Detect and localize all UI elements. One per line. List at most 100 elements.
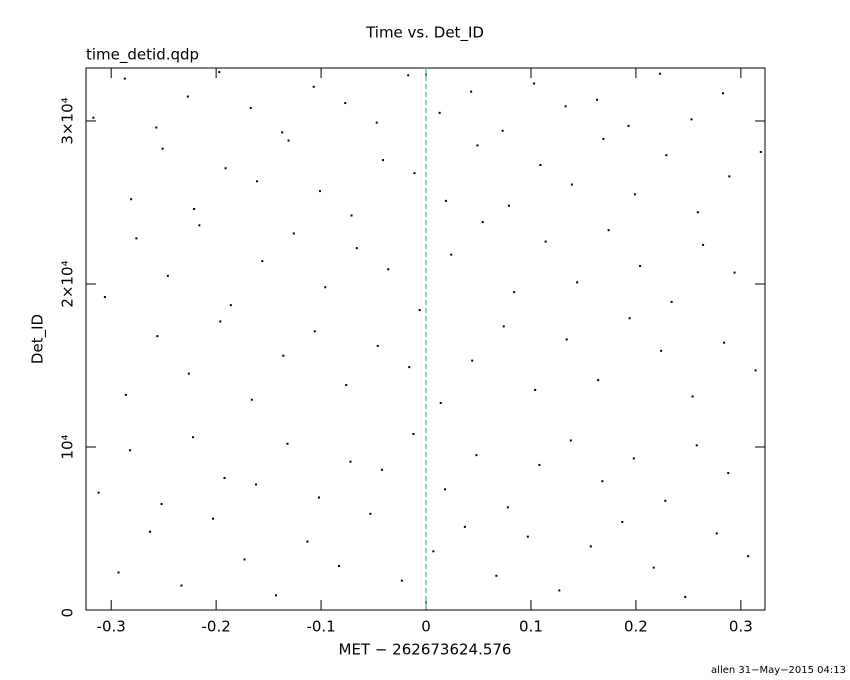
point [558, 589, 561, 592]
point [92, 116, 95, 119]
point [155, 126, 158, 129]
point [463, 525, 466, 528]
point [747, 555, 750, 558]
point [186, 95, 189, 98]
point [229, 304, 232, 307]
point [319, 190, 322, 193]
point [507, 204, 510, 207]
point [255, 483, 258, 486]
point [381, 159, 384, 162]
point [481, 221, 484, 224]
point [380, 468, 383, 471]
point [652, 566, 655, 569]
x-tick-label: -0.3 [97, 618, 126, 636]
point [438, 111, 441, 114]
point [432, 550, 435, 553]
point [135, 237, 138, 240]
y-tick-label: 3×10⁴ [59, 97, 77, 144]
point [324, 286, 327, 289]
point [659, 72, 662, 75]
point [369, 512, 372, 515]
point [218, 71, 221, 74]
point [224, 167, 227, 170]
point [684, 595, 687, 598]
point [281, 131, 284, 134]
point [759, 150, 762, 153]
point [544, 240, 547, 243]
point [534, 388, 537, 391]
point [180, 584, 183, 587]
point [243, 558, 246, 561]
point [702, 243, 705, 246]
point [192, 436, 195, 439]
point [670, 300, 673, 303]
y-tick-label: 10⁴ [59, 434, 77, 459]
point [355, 247, 358, 250]
point [129, 449, 132, 452]
point [538, 463, 541, 466]
point [408, 366, 411, 369]
point [313, 330, 316, 333]
point [597, 379, 600, 382]
x-tick-label: 0.1 [519, 618, 543, 636]
point [156, 335, 159, 338]
point [345, 384, 348, 387]
point [576, 281, 579, 284]
point [444, 199, 447, 202]
point [250, 398, 253, 401]
point [589, 545, 592, 548]
y-axis-label: Det_ID [29, 314, 48, 364]
point [211, 517, 214, 520]
point [219, 320, 222, 323]
point [690, 118, 693, 121]
point [412, 432, 415, 435]
point [727, 472, 730, 475]
point [733, 271, 736, 274]
point [501, 129, 504, 132]
point [193, 208, 196, 211]
point [249, 106, 252, 109]
plot-frame [85, 67, 766, 611]
point [723, 341, 726, 344]
point [337, 564, 340, 567]
chart-subtitle: time_detid.qdp [86, 46, 199, 65]
x-tick-label: 0.2 [624, 618, 648, 636]
point [565, 338, 568, 341]
point [691, 395, 694, 398]
point [282, 354, 285, 357]
x-tick-label: -0.2 [201, 618, 230, 636]
point [450, 253, 453, 256]
point [564, 105, 567, 108]
point [286, 442, 289, 445]
point [407, 74, 410, 77]
point [627, 124, 630, 127]
point [187, 372, 190, 375]
point [639, 265, 642, 268]
point [569, 439, 572, 442]
point [261, 260, 264, 263]
x-axis-label: MET − 262673624.576 [339, 641, 512, 659]
point [349, 460, 352, 463]
point [166, 274, 169, 277]
y-tick-label: 2×10⁴ [59, 260, 77, 307]
point [665, 154, 668, 157]
footer: allen 31−May−2015 04:13 [711, 665, 846, 676]
point [607, 229, 610, 232]
point [596, 98, 599, 101]
point [539, 163, 542, 166]
x-tick-label: -0.1 [306, 618, 335, 636]
point [161, 147, 164, 150]
point [660, 349, 663, 352]
point [375, 121, 378, 124]
point [317, 496, 320, 499]
point [471, 359, 474, 362]
point [513, 291, 516, 294]
point [628, 317, 631, 320]
x-tick-label: 0.3 [729, 618, 753, 636]
point [632, 457, 635, 460]
point [722, 92, 725, 95]
point [502, 325, 505, 328]
point [533, 82, 536, 85]
